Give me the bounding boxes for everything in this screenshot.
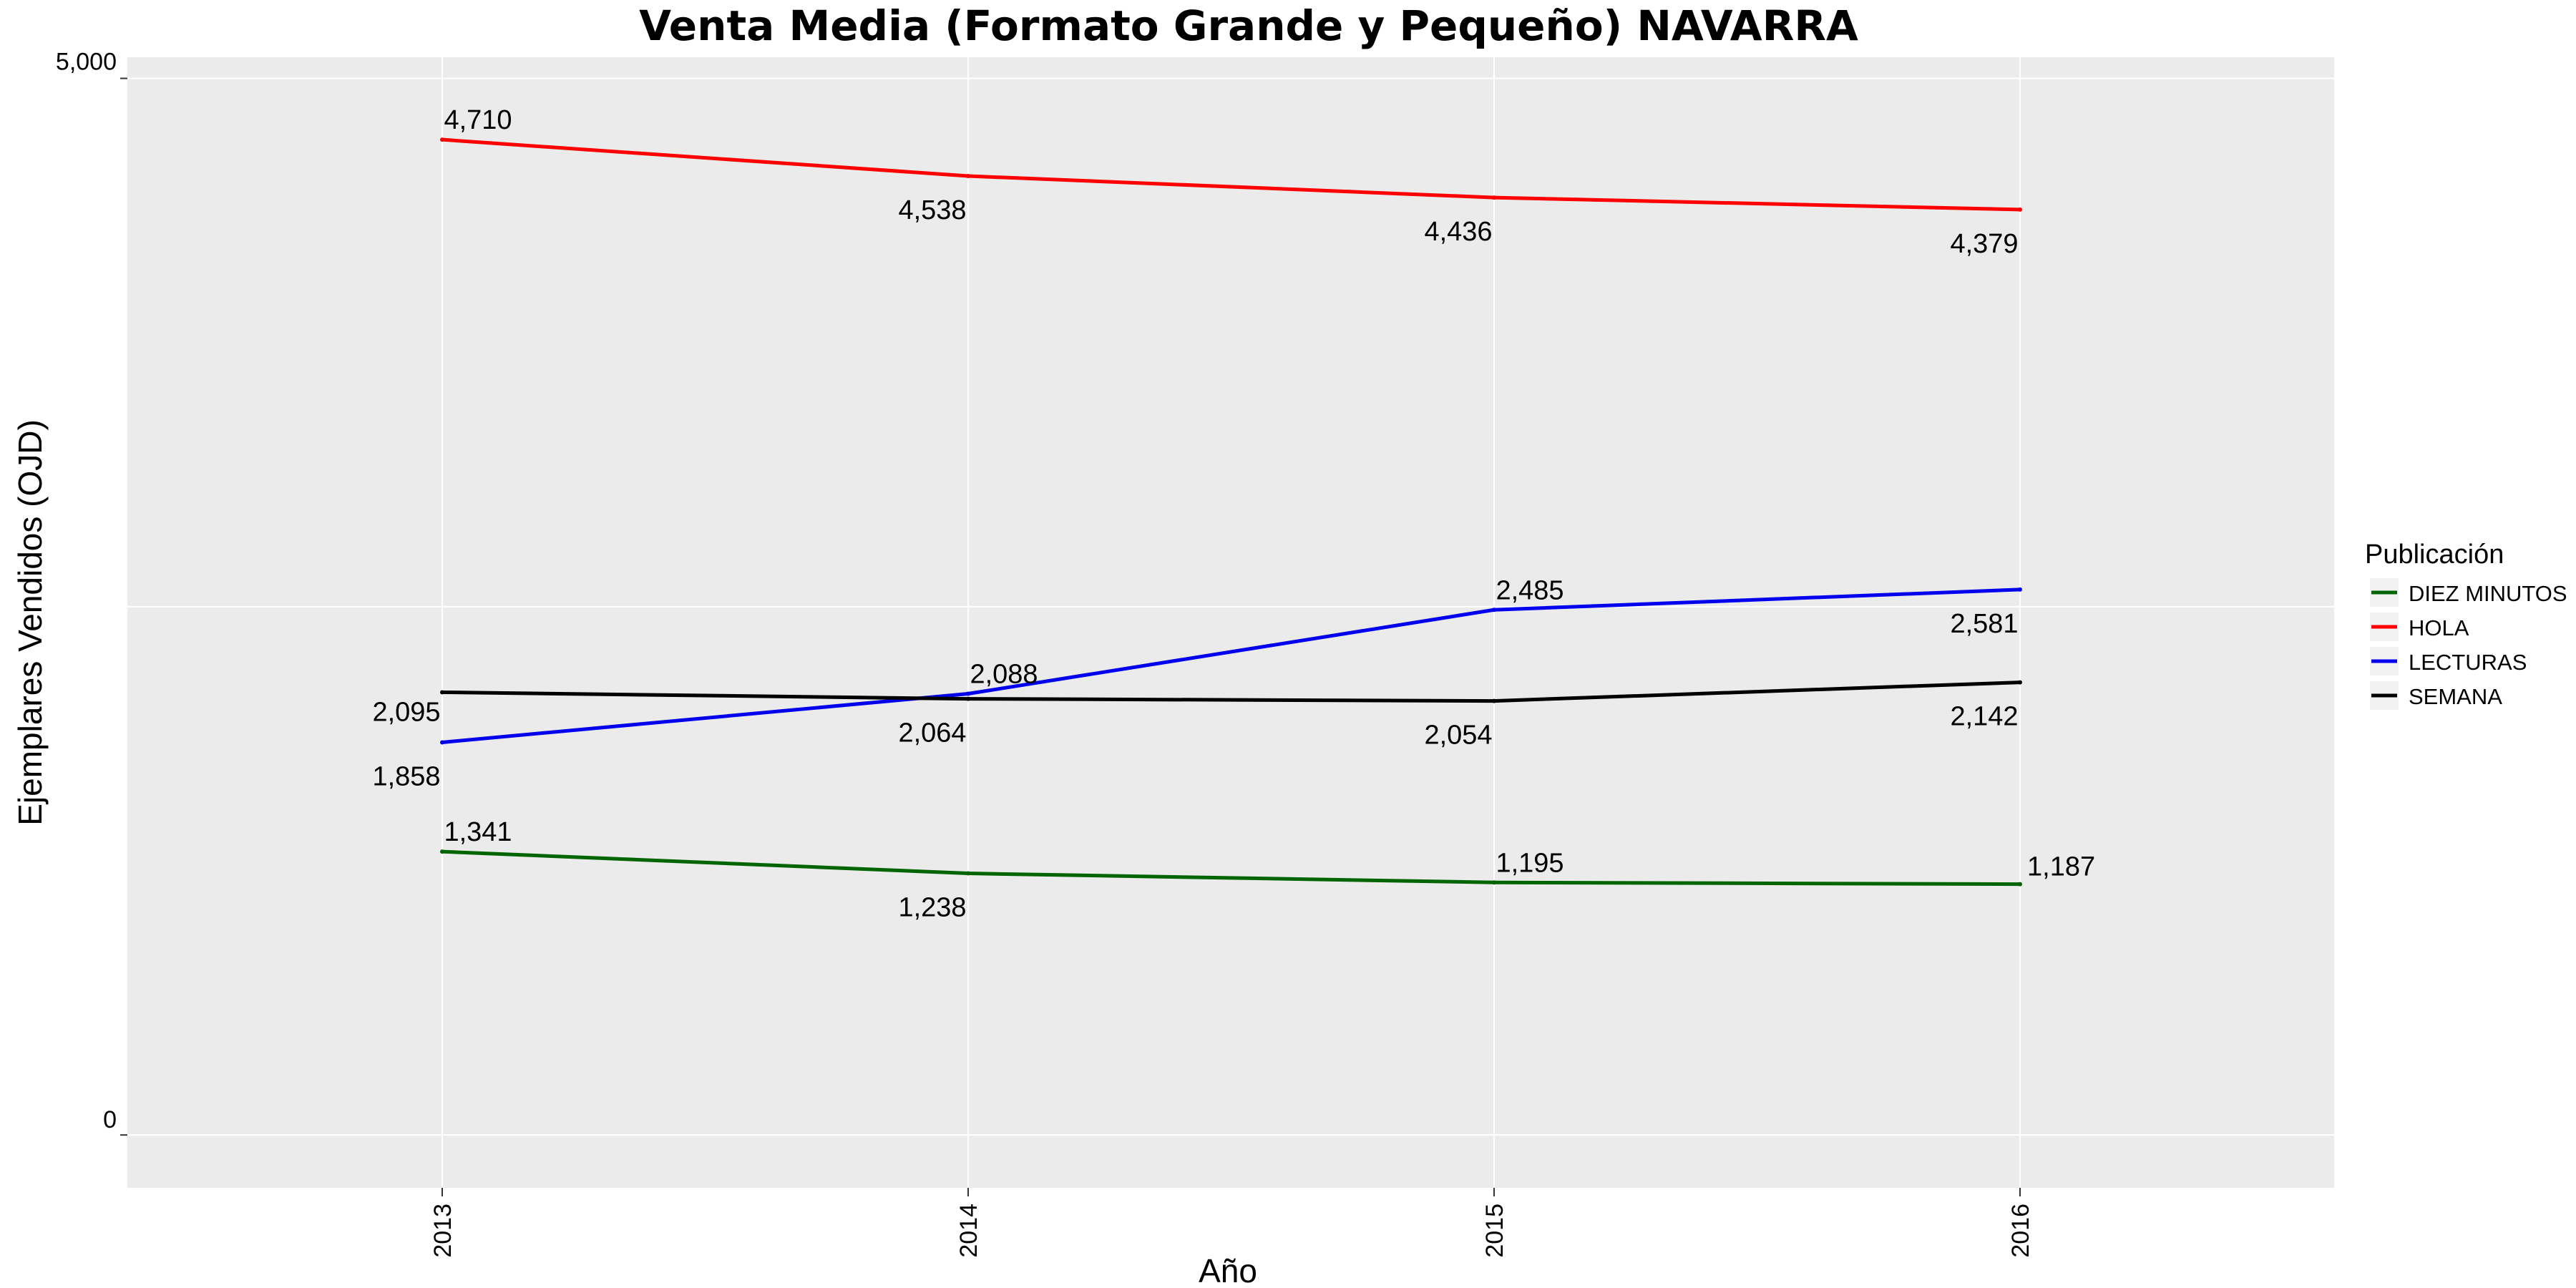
- data-point: [440, 137, 444, 142]
- series-line: [441, 137, 2021, 212]
- data-label: 4,538: [898, 195, 966, 225]
- x-axis: 2013 2014 2015 2016: [429, 1188, 2034, 1258]
- series-line: [441, 587, 2021, 744]
- data-label: 2,095: [372, 697, 440, 727]
- series-lines: [440, 137, 2022, 887]
- x-tick-label: 2015: [1481, 1204, 1508, 1258]
- data-point: [2018, 882, 2022, 887]
- data-point: [2018, 587, 2022, 592]
- legend-entry: LECTURAS: [2409, 650, 2527, 675]
- data-point: [966, 691, 970, 696]
- data-label: 4,436: [1424, 217, 1492, 247]
- data-label: 2,064: [898, 718, 966, 748]
- data-label: 1,238: [898, 893, 966, 923]
- data-point: [966, 696, 970, 701]
- grid-lines: [127, 57, 2334, 1188]
- legend-items: DIEZ MINUTOS HOLA LECTURAS SEMANA: [2370, 578, 2567, 710]
- data-point: [966, 871, 970, 876]
- data-point: [440, 740, 444, 745]
- series-line: [441, 680, 2021, 703]
- data-label: 2,088: [970, 660, 1038, 690]
- legend-title: Publicación: [2365, 540, 2504, 570]
- data-point: [1492, 195, 1496, 200]
- data-point: [1492, 608, 1496, 613]
- x-axis-title: Año: [1199, 1252, 1257, 1288]
- data-label: 4,710: [444, 105, 512, 135]
- y-tick-label: 0: [103, 1106, 117, 1133]
- data-point: [1492, 880, 1496, 885]
- plot-panel: [127, 57, 2334, 1188]
- legend: Publicación DIEZ MINUTOS HOLA LECTURAS SEMA…: [2365, 540, 2567, 710]
- legend-entry: DIEZ MINUTOS: [2409, 581, 2567, 606]
- x-tick-label: 2014: [955, 1204, 982, 1258]
- data-label: 1,858: [372, 761, 440, 791]
- data-label: 2,485: [1496, 575, 1563, 605]
- data-point: [1492, 698, 1496, 703]
- data-label: 2,142: [1950, 702, 2018, 732]
- data-label: 1,187: [2027, 852, 2095, 882]
- data-label: 1,341: [444, 817, 512, 847]
- y-axis: 0 5,000: [56, 49, 127, 1136]
- data-label: 2,054: [1424, 721, 1492, 751]
- data-label: 1,195: [1496, 848, 1563, 878]
- chart-title: Venta Media (Formato Grande y Pequeño) N…: [639, 1, 1858, 50]
- data-labels: 1,341 1,238 1,195 1,187 4,710 4,538 4,436 4,379…: [372, 105, 2095, 922]
- data-point: [440, 690, 444, 695]
- y-axis-title: Ejemplares Vendidos (OJD): [11, 419, 49, 826]
- data-point: [2018, 207, 2022, 212]
- data-label: 4,379: [1950, 229, 2018, 259]
- y-tick-label: 5,000: [56, 49, 117, 76]
- data-point: [440, 849, 444, 854]
- series-line: [441, 849, 2021, 887]
- x-tick-label: 2016: [2007, 1204, 2034, 1258]
- legend-entry: SEMANA: [2409, 684, 2502, 709]
- data-point: [966, 173, 970, 178]
- legend-entry: HOLA: [2409, 615, 2469, 640]
- data-point: [2018, 680, 2022, 685]
- x-tick-label: 2013: [429, 1204, 457, 1258]
- data-label: 2,581: [1950, 609, 2018, 639]
